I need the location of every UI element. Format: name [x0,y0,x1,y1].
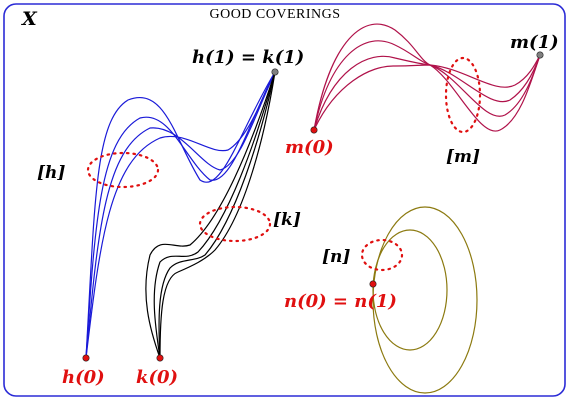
h-k-end-point [271,68,279,76]
h-class-label: [h] [37,163,65,183]
n-loop-paths [372,206,478,394]
k-start-point [156,354,164,362]
k-start-label: k(0) [136,367,178,388]
k-class-label: [k] [273,210,301,230]
h-cover-set [86,151,160,189]
path-endpoints [82,51,544,362]
space-frame [3,3,566,397]
k-path-4 [159,71,276,359]
h-start-label: h(0) [62,367,105,388]
diagram-title: GOOD COVERINGS [209,7,340,22]
k-path-1 [145,71,276,359]
h-path-1 [85,71,276,359]
m-path-4 [313,54,541,131]
h-homotopy-paths [85,71,276,359]
n-loop-inner [372,229,448,351]
n-cover-set [360,238,404,272]
k-path-2 [153,71,276,359]
m-start-label: m(0) [285,137,334,158]
k-homotopy-paths [145,71,276,359]
h-path-4 [85,71,276,359]
n-class-label: [n] [322,247,350,267]
m-end-label: m(1) [510,32,559,53]
h-path-3 [85,71,276,359]
covering-sets [86,56,482,272]
m-start-point [310,126,318,134]
m-path-3 [313,54,541,131]
m-end-point [536,51,544,59]
k-path-3 [158,71,276,359]
m-class-label: [m] [446,147,480,167]
h-k-end-label: h(1) = k(1) [192,47,304,68]
n-loop-label: n(0) = n(1) [284,291,397,312]
m-cover-set [444,56,482,134]
n-base-point [369,280,377,288]
h-start-point [82,354,90,362]
m-homotopy-paths [313,23,541,132]
k-cover-set [198,205,272,243]
m-path-1 [313,23,541,132]
space-label: X [21,8,38,30]
